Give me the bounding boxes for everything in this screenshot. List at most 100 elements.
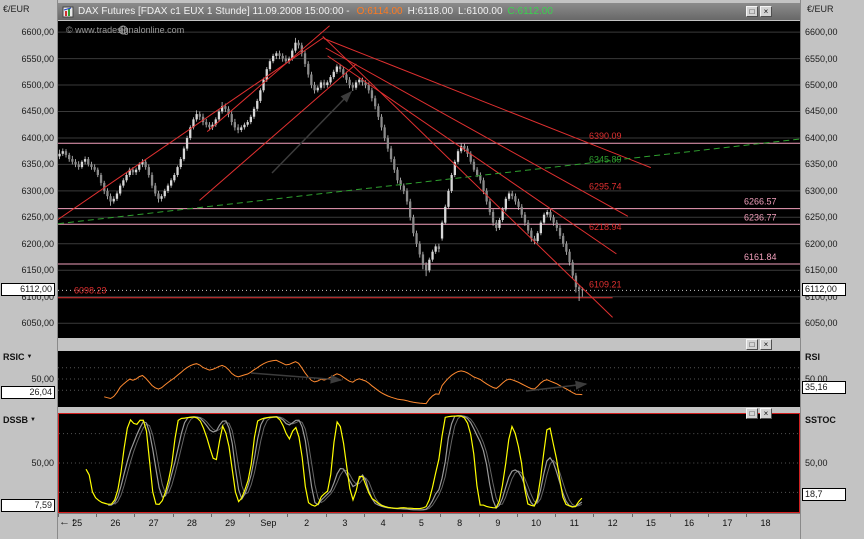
price-tick-label: 6350,00 <box>21 159 54 170</box>
price-chart-canvas: 6390.09 6345.89 6295.74 6218.94 6109.21 6098.… <box>58 25 800 324</box>
time-tick-mark <box>631 514 633 517</box>
panel-separator: □ × <box>58 407 800 419</box>
svg-text:6161.84: 6161.84 <box>744 252 777 262</box>
price-tick-label: 6100,00 <box>21 291 54 302</box>
rsi-right-name: RSI <box>805 352 821 362</box>
dssb-mid-level-label-right: 50,00 <box>805 458 828 468</box>
price-tick-label: 6400,00 <box>805 132 838 143</box>
time-tick-label: Sep <box>260 518 277 528</box>
price-tick-label: 6150,00 <box>805 265 838 276</box>
time-tick-label: 9 <box>495 518 501 528</box>
rsi-left-name: RSIC <box>3 352 25 362</box>
price-tick-label: 6550,00 <box>805 53 838 64</box>
time-tick-mark <box>593 514 595 517</box>
time-tick-mark <box>669 514 671 517</box>
price-tick-label: 6600,00 <box>805 27 838 38</box>
time-tick-label: 12 <box>607 518 618 528</box>
right-axis-currency-label: €/EUR <box>807 4 834 14</box>
close-value: C:6112.00 <box>507 6 553 17</box>
time-tick-mark <box>363 514 365 517</box>
chart-title: DAX Futures [FDAX c1 EUX 1 Stunde] 11.09… <box>78 6 350 17</box>
sstoc-right-name: SSTOC <box>805 415 836 425</box>
rsi-mid-level-label-right: 50,00 <box>805 374 828 384</box>
time-tick-mark <box>172 514 174 517</box>
close-icon[interactable]: × <box>760 339 772 350</box>
svg-text:6345.89: 6345.89 <box>589 154 622 164</box>
chart-titlebar[interactable]: DAX Futures [FDAX c1 EUX 1 Stunde] 11.09… <box>58 3 800 20</box>
price-tick-label: 6400,00 <box>21 132 54 143</box>
time-tick-label: 18 <box>760 518 771 528</box>
time-tick-mark <box>440 514 442 517</box>
svg-text:6266.57: 6266.57 <box>744 197 777 207</box>
scroll-up-button[interactable]: ↑ <box>71 516 77 528</box>
svg-text:6295.74: 6295.74 <box>589 181 622 191</box>
time-tick-label: 27 <box>148 518 159 528</box>
close-icon[interactable]: × <box>760 6 772 17</box>
price-tick-label: 6350,00 <box>805 159 838 170</box>
price-tick-label: 6500,00 <box>21 80 54 91</box>
rsi-current-value-box-right: 35,16 <box>802 381 846 395</box>
price-tick-label: 6150,00 <box>21 265 54 276</box>
left-axis-currency-label: €/EUR <box>3 4 30 14</box>
maximize-icon[interactable]: □ <box>746 339 758 350</box>
time-tick-label: 4 <box>380 518 386 528</box>
stochastic-panel-chart[interactable] <box>58 413 800 513</box>
close-icon[interactable]: × <box>760 408 772 419</box>
right-price-axis[interactable]: €/EUR 6050,00 6100,00 6150,00 6200,00 6250,0… <box>800 0 864 539</box>
time-tick-label: 15 <box>645 518 656 528</box>
price-tick-label: 6250,00 <box>805 212 838 223</box>
time-tick-mark <box>516 514 518 517</box>
time-axis[interactable]: ← ↑ 25 26 27 28 29 Sep 2 3 4 5 8 9 10 11 12 15 16 17 18 <box>58 513 800 539</box>
time-tick-mark <box>58 514 59 517</box>
time-tick-label: 3 <box>342 518 348 528</box>
chart-main-area: DAX Futures [FDAX c1 EUX 1 Stunde] 11.09… <box>58 0 800 539</box>
price-chart[interactable]: © www.tradesignalonline.com 6390.09 6345.… <box>58 21 800 338</box>
price-tick-label: 6300,00 <box>805 185 838 196</box>
time-tick-mark <box>325 514 327 517</box>
maximize-icon[interactable]: □ <box>746 6 758 17</box>
time-tick-mark <box>555 514 557 517</box>
time-tick-label: 26 <box>110 518 121 528</box>
price-tick-label: 6500,00 <box>805 80 838 91</box>
panel-separator: □ × <box>58 338 800 351</box>
price-tick-label: 6200,00 <box>21 238 54 249</box>
price-tick-label: 6200,00 <box>805 238 838 249</box>
time-tick-mark <box>210 514 212 517</box>
time-tick-label: 2 <box>304 518 310 528</box>
price-tick-label: 6100,00 <box>805 291 838 302</box>
time-tick-label: 16 <box>684 518 695 528</box>
time-tick-mark <box>96 514 98 517</box>
current-price-box-right: 6112,00 <box>802 283 846 297</box>
time-tick-label: 10 <box>531 518 542 528</box>
time-tick-mark <box>402 514 404 517</box>
sstoc-current-value-box-right: 18,7 <box>802 488 846 502</box>
price-tick-label: 6550,00 <box>21 53 54 64</box>
time-tick-mark <box>249 514 251 517</box>
low-value: L:6100.00 <box>458 6 503 17</box>
stoch-canvas <box>59 415 799 511</box>
open-value: O:6114.00 <box>356 6 403 17</box>
scroll-left-button[interactable]: ← <box>59 516 70 528</box>
time-tick-label: 25 <box>72 518 83 528</box>
price-tick-label: 6250,00 <box>21 212 54 223</box>
left-price-axis[interactable]: €/EUR 6050,00 6100,00 6150,00 6200,00 6250,0… <box>0 0 58 539</box>
rsi-indicator-dropdown[interactable]: RSIC ▼ <box>3 352 32 362</box>
svg-text:6236.77: 6236.77 <box>744 213 777 223</box>
maximize-icon[interactable]: □ <box>746 408 758 419</box>
dssb-mid-level-label: 50,00 <box>31 458 54 468</box>
price-tick-label: 6600,00 <box>21 27 54 38</box>
rsi-panel-chart[interactable] <box>58 351 800 407</box>
svg-text:6390.09: 6390.09 <box>589 131 622 141</box>
candles-group <box>58 37 584 301</box>
time-tick-label: 11 <box>569 518 579 528</box>
dssb-indicator-dropdown[interactable]: DSSB ▼ <box>3 415 36 425</box>
price-tick-label: 6450,00 <box>21 106 54 117</box>
time-tick-label: 5 <box>418 518 424 528</box>
price-tick-label: 6050,00 <box>805 318 838 329</box>
rsi-mid-level-label: 50,00 <box>31 374 54 384</box>
time-tick-mark <box>746 514 748 517</box>
rsi-canvas <box>58 359 800 405</box>
chart-icon <box>62 6 74 18</box>
svg-text:6098.23: 6098.23 <box>74 286 107 296</box>
